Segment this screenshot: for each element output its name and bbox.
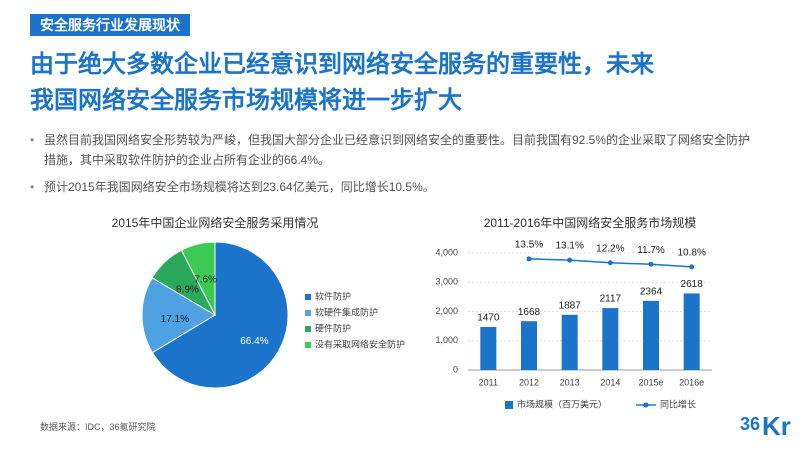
y-tick-label: 2,000 (435, 306, 458, 316)
title-line: 由于绝大多数企业已经意识到网络安全服务的重要性，未来 (30, 51, 654, 78)
bar (683, 293, 700, 370)
x-tick-label: 2012 (519, 377, 539, 387)
pie-slice (151, 241, 289, 389)
chart-title: 2011-2016年中国网络安全服务市场规模 (484, 215, 697, 230)
slice-label: 66.4% (240, 336, 268, 347)
bar (643, 300, 659, 370)
legend-label: 市场规模（百万美元） (517, 398, 607, 409)
line-label: 13.5% (515, 240, 543, 251)
line-label: 10.8% (677, 248, 705, 259)
x-tick-label: 2016e (679, 377, 704, 387)
legend-label: 软件防护 (315, 290, 351, 301)
bullet: 虽然目前我国网络安全形势较为严峻，但我国大部分企业已经意识到网络安全的重要性。目… (30, 130, 759, 170)
line-point (526, 256, 532, 262)
legend-point (643, 402, 649, 408)
x-tick-label: 2011 (479, 377, 498, 387)
bar-label: 2364 (640, 286, 663, 297)
bar-label: 2618 (681, 279, 704, 290)
bar-label: 2117 (600, 294, 622, 305)
legend-label: 硬件防护 (315, 322, 351, 333)
y-tick-label: 0 (453, 364, 458, 374)
bullet: 预计2015年我国网络安全市场规模将达到23.64亿美元，同比增长10.5%。 (30, 177, 759, 197)
bar-label: 1668 (518, 307, 541, 318)
legend-swatch (305, 342, 311, 348)
slice-label: 7.6% (194, 275, 217, 286)
x-tick-label: 2015e (638, 377, 663, 387)
source: 数据来源：IDC，36氪研究院 (40, 422, 156, 432)
legend-swatch (505, 401, 513, 409)
bar (480, 327, 497, 370)
bar-label: 1887 (559, 300, 582, 311)
logo: 36 (740, 414, 760, 434)
line-point (567, 257, 573, 263)
pie-slice (180, 241, 216, 316)
legend-swatch (305, 294, 311, 300)
x-tick-label: 2014 (600, 377, 620, 387)
legend-swatch (305, 310, 311, 316)
y-tick-label: 3,000 (435, 277, 458, 287)
bar (521, 321, 537, 370)
pie-slice (141, 277, 216, 354)
line-point (648, 261, 654, 267)
slice-label: 8.9% (176, 284, 199, 295)
bar (561, 314, 578, 370)
y-tick-label: 1,000 (435, 335, 458, 345)
line-point (689, 264, 695, 270)
line-label: 13.1% (555, 241, 583, 252)
line-point (607, 260, 613, 266)
x-tick-label: 2013 (560, 377, 580, 387)
section-tag: 安全服务行业发展现状 (30, 14, 190, 36)
line-label: 12.2% (596, 243, 624, 254)
line-label: 11.7% (637, 245, 665, 256)
bar-label: 1470 (477, 313, 500, 324)
y-tick-label: 4,000 (435, 247, 458, 257)
logo: Kr (762, 411, 791, 441)
legend-label: 没有采取网络安全防护 (315, 338, 405, 349)
legend-swatch (305, 326, 311, 332)
bar (602, 308, 619, 370)
legend-label: 软硬件集成防护 (315, 306, 378, 317)
slice-label: 17.1% (161, 314, 189, 325)
legend-label: 同比增长 (660, 398, 696, 409)
chart-title: 2015年中国企业网络安全服务采用情况 (112, 215, 319, 230)
title-line: 我国网络安全服务市场规模将进一步扩大 (30, 87, 462, 114)
